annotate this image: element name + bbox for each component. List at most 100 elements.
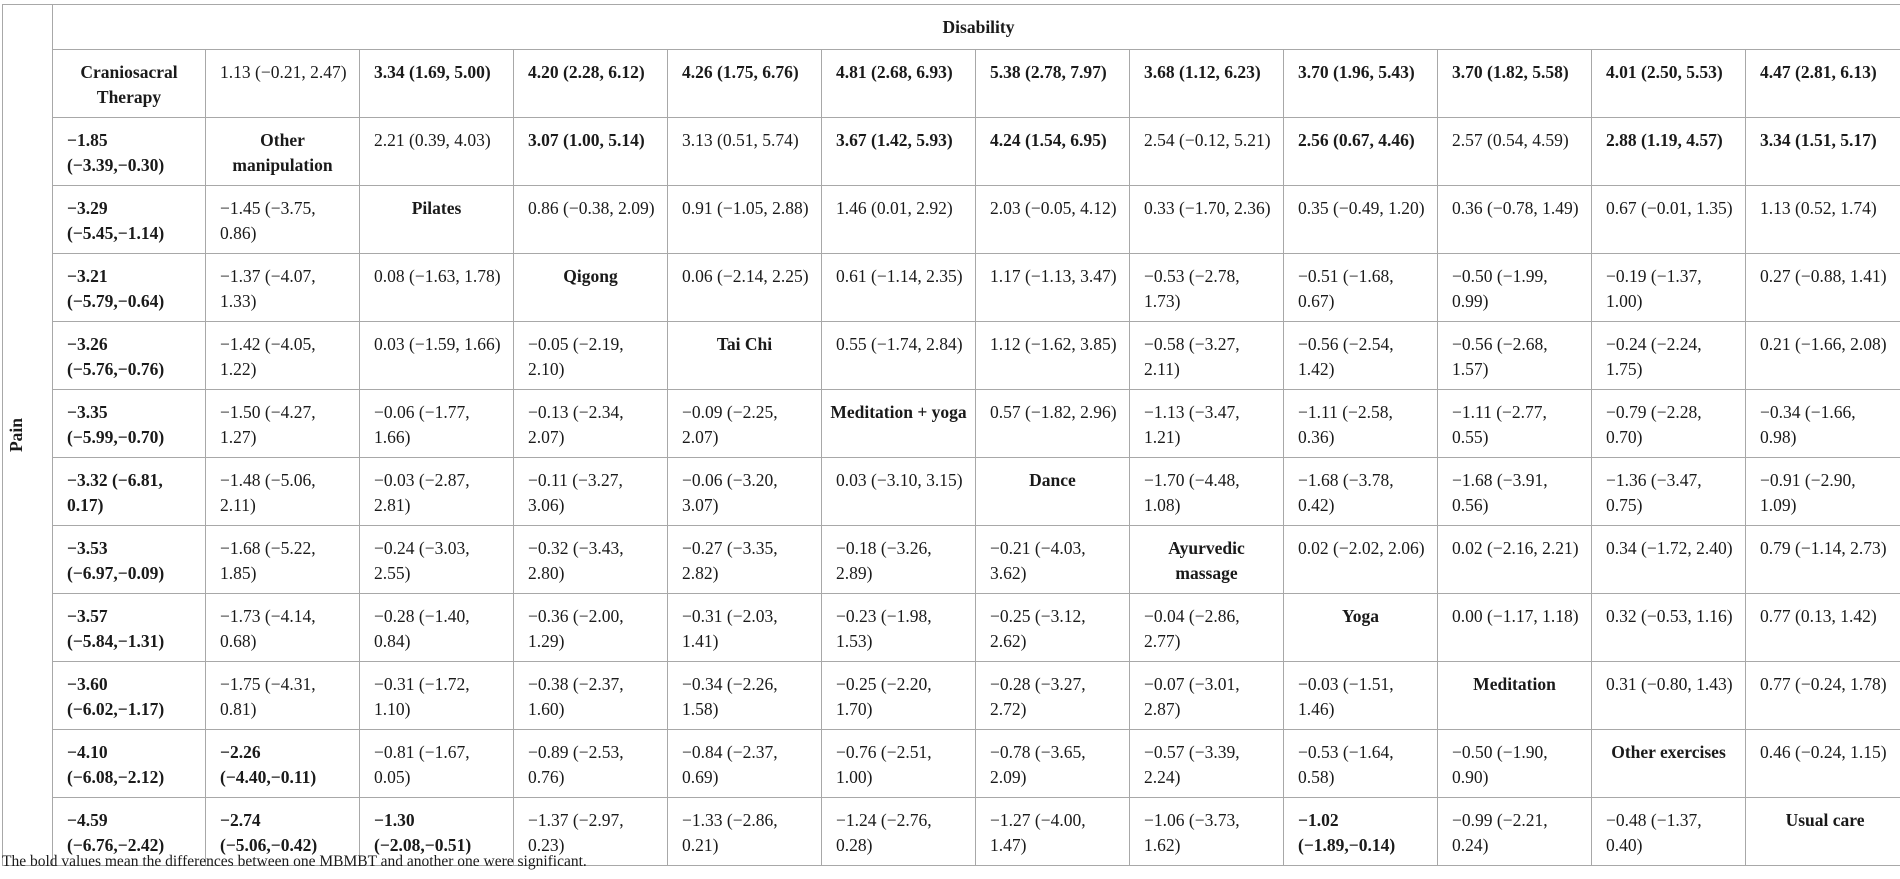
comparison-cell: −0.25 (−2.20, 1.70) — [821, 661, 976, 730]
comparison-cell: 0.31 (−0.80, 1.43) — [1591, 661, 1746, 730]
table-row: −3.35 (−5.99,−0.70) −1.50 (−4.27, 1.27) −0… — [3, 389, 1900, 458]
comparison-cell: 2.56 (0.67, 4.46) — [1283, 117, 1438, 186]
comparison-cell: 0.77 (0.13, 1.42) — [1744, 593, 1900, 662]
comparison-cell: 0.57 (−1.82, 2.96) — [975, 389, 1130, 458]
comparison-cell: −0.78 (−3.65, 2.09) — [975, 729, 1130, 798]
table-row: −1.85 (−3.39,−0.30) Other manipulation 2.2… — [3, 117, 1900, 186]
comparison-cell: −0.31 (−1.72, 1.10) — [359, 661, 514, 730]
comparison-cell: −0.19 (−1.37, 1.00) — [1591, 253, 1746, 322]
comparison-cell: 0.06 (−2.14, 2.25) — [667, 253, 822, 322]
comparison-cell: −1.37 (−2.97, 0.23) — [513, 797, 668, 866]
comparison-cell: 0.91 (−1.05, 2.88) — [667, 185, 822, 254]
comparison-cell: −1.75 (−4.31, 0.81) — [205, 661, 360, 730]
comparison-cell: −3.60 (−6.02,−1.17) — [52, 661, 206, 730]
comparison-cell: 1.46 (0.01, 2.92) — [821, 185, 976, 254]
comparison-cell: −1.30 (−2.08,−0.51) — [359, 797, 514, 866]
comparison-cell: −1.68 (−5.22, 1.85) — [205, 525, 360, 594]
disability-header: Disability — [51, 4, 1900, 50]
pain-axis-label: Pain — [5, 417, 26, 453]
table-row: −3.32 (−6.81, 0.17) −1.48 (−5.06, 2.11) −0… — [3, 457, 1900, 526]
comparison-cell: −0.06 (−3.20, 3.07) — [667, 457, 822, 526]
comparison-cell: −0.18 (−3.26, 2.89) — [821, 525, 976, 594]
comparison-cell: 0.77 (−0.24, 1.78) — [1744, 661, 1900, 730]
comparison-cell: −1.06 (−3.73, 1.62) — [1129, 797, 1284, 866]
comparison-cell: −3.57 (−5.84,−1.31) — [52, 593, 206, 662]
comparison-cell: 0.00 (−1.17, 1.18) — [1437, 593, 1592, 662]
treatment-label-cell: Meditation + yoga — [821, 389, 976, 458]
comparison-cell: 4.26 (1.75, 6.76) — [667, 49, 822, 118]
comparison-cell: −0.06 (−1.77, 1.66) — [359, 389, 514, 458]
comparison-cell: −0.24 (−2.24, 1.75) — [1591, 321, 1746, 390]
comparison-cell: −1.11 (−2.77, 0.55) — [1437, 389, 1592, 458]
comparison-cell: −0.32 (−3.43, 2.80) — [513, 525, 668, 594]
comparison-cell: −1.68 (−3.78, 0.42) — [1283, 457, 1438, 526]
comparison-cell: −1.45 (−3.75, 0.86) — [205, 185, 360, 254]
comparison-cell: 4.81 (2.68, 6.93) — [821, 49, 976, 118]
comparison-cell: −1.50 (−4.27, 1.27) — [205, 389, 360, 458]
comparison-cell: 4.47 (2.81, 6.13) — [1744, 49, 1900, 118]
comparison-cell: 0.55 (−1.74, 2.84) — [821, 321, 976, 390]
comparison-cell: −0.23 (−1.98, 1.53) — [821, 593, 976, 662]
comparison-cell: 2.88 (1.19, 4.57) — [1591, 117, 1746, 186]
comparison-cell: 0.35 (−0.49, 1.20) — [1283, 185, 1438, 254]
comparison-cell: −0.51 (−1.68, 0.67) — [1283, 253, 1438, 322]
comparison-cell: −0.13 (−2.34, 2.07) — [513, 389, 668, 458]
comparison-cell: 0.33 (−1.70, 2.36) — [1129, 185, 1284, 254]
comparison-cell: 3.13 (0.51, 5.74) — [667, 117, 822, 186]
comparison-cell: −1.33 (−2.86, 0.21) — [667, 797, 822, 866]
comparison-cell: −0.25 (−3.12, 2.62) — [975, 593, 1130, 662]
treatment-label-cell: Ayurvedic massage — [1129, 525, 1284, 594]
table-row: −3.60 (−6.02,−1.17) −1.75 (−4.31, 0.81) −0… — [3, 661, 1900, 730]
comparison-cell: −1.37 (−4.07, 1.33) — [205, 253, 360, 322]
comparison-cell: 0.67 (−0.01, 1.35) — [1591, 185, 1746, 254]
comparison-cell: 2.03 (−0.05, 4.12) — [975, 185, 1130, 254]
comparison-cell: −0.34 (−2.26, 1.58) — [667, 661, 822, 730]
comparison-cell: 0.27 (−0.88, 1.41) — [1744, 253, 1900, 322]
comparison-cell: 3.68 (1.12, 6.23) — [1129, 49, 1284, 118]
comparison-cell: −0.48 (−1.37, 0.40) — [1591, 797, 1746, 866]
comparison-cell: −2.74 (−5.06,−0.42) — [205, 797, 360, 866]
comparison-cell: 0.21 (−1.66, 2.08) — [1744, 321, 1900, 390]
comparison-cell: −0.24 (−3.03, 2.55) — [359, 525, 514, 594]
comparison-cell: 2.21 (0.39, 4.03) — [359, 117, 514, 186]
comparison-cell: −0.07 (−3.01, 2.87) — [1129, 661, 1284, 730]
treatment-label-cell: Tai Chi — [667, 321, 822, 390]
comparison-cell: −0.03 (−1.51, 1.46) — [1283, 661, 1438, 730]
comparison-cell: −0.50 (−1.99, 0.99) — [1437, 253, 1592, 322]
comparison-cell: −3.29 (−5.45,−1.14) — [52, 185, 206, 254]
table-row: −3.57 (−5.84,−1.31) −1.73 (−4.14, 0.68) −0… — [3, 593, 1900, 662]
comparison-cell: 3.70 (1.96, 5.43) — [1283, 49, 1438, 118]
comparison-cell: 2.54 (−0.12, 5.21) — [1129, 117, 1284, 186]
comparison-cell: −0.28 (−1.40, 0.84) — [359, 593, 514, 662]
comparison-cell: 0.36 (−0.78, 1.49) — [1437, 185, 1592, 254]
treatment-label-cell: Other exercises — [1591, 729, 1746, 798]
comparison-cell: −4.59 (−6.76,−2.42) — [52, 797, 206, 866]
treatment-label-cell: Craniosacral Therapy — [52, 49, 206, 118]
comparison-cell: −1.02 (−1.89,−0.14) — [1283, 797, 1438, 866]
comparison-cell: 0.08 (−1.63, 1.78) — [359, 253, 514, 322]
comparison-cell: −4.10 (−6.08,−2.12) — [52, 729, 206, 798]
comparison-cell: −0.56 (−2.54, 1.42) — [1283, 321, 1438, 390]
table-row: −4.10 (−6.08,−2.12) −2.26 (−4.40,−0.11) −0… — [3, 729, 1900, 798]
treatment-label-cell: Qigong — [513, 253, 668, 322]
comparison-cell: −0.36 (−2.00, 1.29) — [513, 593, 668, 662]
comparison-cell: 2.57 (0.54, 4.59) — [1437, 117, 1592, 186]
comparison-cell: 1.13 (−0.21, 2.47) — [205, 49, 360, 118]
comparison-cell: −0.34 (−1.66, 0.98) — [1744, 389, 1900, 458]
comparison-cell: −3.26 (−5.76,−0.76) — [52, 321, 206, 390]
comparison-cell: 0.86 (−0.38, 2.09) — [513, 185, 668, 254]
comparison-cell: 0.02 (−2.16, 2.21) — [1437, 525, 1592, 594]
treatment-label-cell: Dance — [975, 457, 1130, 526]
treatment-label-cell: Pilates — [359, 185, 514, 254]
table-row: −3.29 (−5.45,−1.14) −1.45 (−3.75, 0.86) Pi… — [3, 185, 1900, 254]
comparison-cell: 1.12 (−1.62, 3.85) — [975, 321, 1130, 390]
comparison-cell: −0.04 (−2.86, 2.77) — [1129, 593, 1284, 662]
comparison-cell: −0.50 (−1.90, 0.90) — [1437, 729, 1592, 798]
comparison-cell: −3.35 (−5.99,−0.70) — [52, 389, 206, 458]
comparison-cell: −0.03 (−2.87, 2.81) — [359, 457, 514, 526]
comparison-cell: −1.68 (−3.91, 0.56) — [1437, 457, 1592, 526]
comparison-cell: 3.70 (1.82, 5.58) — [1437, 49, 1592, 118]
comparison-cell: −0.84 (−2.37, 0.69) — [667, 729, 822, 798]
table-row: −3.26 (−5.76,−0.76) −1.42 (−4.05, 1.22) 0.… — [3, 321, 1900, 390]
comparison-cell: −2.26 (−4.40,−0.11) — [205, 729, 360, 798]
